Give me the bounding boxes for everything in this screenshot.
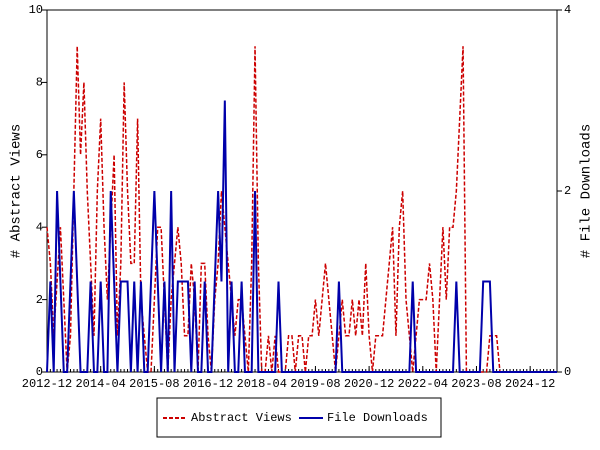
x-tick-label: 2024-12	[505, 377, 555, 391]
x-tick-label: 2015-08	[129, 377, 179, 391]
y-tick-label: 8	[36, 76, 43, 90]
x-tick-label: 2014-04	[75, 377, 125, 391]
data-line	[46, 46, 557, 373]
y2-tick-label: 0	[564, 365, 571, 379]
x-tick-label: 2020-12	[344, 377, 394, 391]
x-tick-label: 2019-08	[290, 377, 340, 391]
y-tick-label: 6	[36, 148, 43, 162]
y-tick-label: 4	[36, 220, 43, 234]
y2-tick-label: 4	[564, 3, 571, 17]
y2-tick-label: 2	[564, 184, 571, 198]
x-tick-label: 2016-12	[183, 377, 233, 391]
x-tick-label: 2022-04	[398, 377, 448, 391]
x-tick-label: 2023-08	[451, 377, 501, 391]
y-axis-label: # Abstract Views	[9, 124, 25, 258]
legend-label: Abstract Views	[191, 411, 292, 425]
y2-axis-label: # File Downloads	[579, 124, 595, 258]
data-line	[46, 100, 557, 373]
y-tick-label: 2	[36, 293, 43, 307]
legend-box	[156, 397, 442, 438]
y-tick-label: 0	[36, 365, 43, 379]
x-tick-label: 2012-12	[22, 377, 72, 391]
x-tick-label: 2018-04	[237, 377, 287, 391]
legend-label: File Downloads	[327, 411, 428, 425]
y-tick-label: 10	[29, 3, 43, 17]
